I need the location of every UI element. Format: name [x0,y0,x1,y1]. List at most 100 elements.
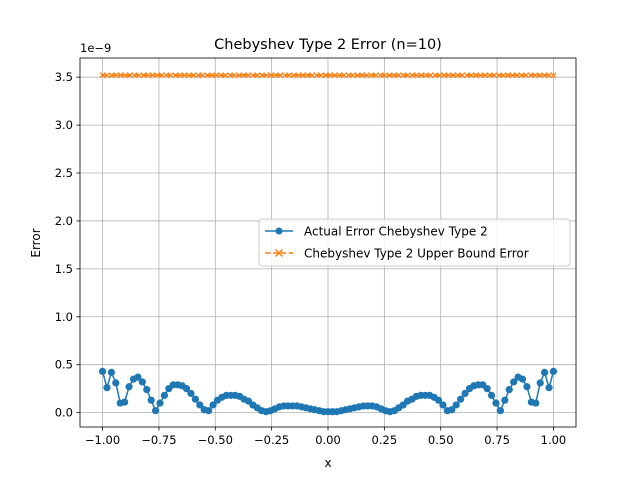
data-point-upper-bound [345,72,352,79]
data-point-upper-bound [195,72,202,79]
x-tick-label: 0.50 [428,433,454,447]
data-point-actual-error [196,401,204,409]
data-point-actual-error [510,378,518,386]
data-point-upper-bound [117,72,124,79]
data-point-upper-bound [413,72,420,79]
data-point-upper-bound [299,72,306,79]
data-point-upper-bound [541,72,548,79]
x-tick-label: −0.50 [198,433,233,447]
data-point-upper-bound [331,72,338,79]
legend-label-actual: Actual Error Chebyshev Type 2 [304,225,488,239]
data-point-actual-error [532,399,540,407]
y-tick-label: 0.5 [55,358,73,372]
data-point-upper-bound [158,72,165,79]
data-point-upper-bound [327,72,334,79]
data-point-upper-bound [536,72,543,79]
data-point-upper-bound [254,72,261,79]
data-point-upper-bound [217,72,224,79]
data-point-actual-error [492,399,500,407]
data-point-upper-bound [277,72,284,79]
data-point-upper-bound [395,72,402,79]
data-point-upper-bound [463,72,470,79]
data-point-upper-bound [204,72,211,79]
data-point-actual-error [160,391,169,399]
data-point-upper-bound [213,72,220,79]
data-point-upper-bound [386,72,393,79]
data-point-upper-bound [350,72,357,79]
data-point-upper-bound [181,72,188,79]
data-point-upper-bound [140,72,147,79]
data-point-upper-bound [491,72,498,79]
data-point-actual-error [448,406,456,414]
data-point-upper-bound [245,72,252,79]
data-point-actual-error [151,407,160,415]
data-point-upper-bound [108,72,115,79]
data-point-upper-bound [445,72,452,79]
data-point-upper-bound [322,72,329,79]
data-point-actual-error [187,389,195,398]
data-point-upper-bound [313,72,320,79]
data-point-upper-bound [240,72,247,79]
data-point-upper-bound [336,72,343,79]
data-point-upper-bound [176,72,183,79]
series-layer [98,72,558,416]
y-tick-label: 1.5 [55,262,73,276]
data-point-upper-bound [154,72,161,79]
data-point-upper-bound [186,72,193,79]
data-point-upper-bound [400,72,407,79]
data-point-actual-error [501,396,509,404]
data-point-upper-bound [304,72,311,79]
chart-title: Chebyshev Type 2 Error (n=10) [214,37,442,53]
data-point-upper-bound [545,72,552,79]
data-point-actual-error [134,373,142,381]
y-tick-label: 3.5 [55,70,73,84]
data-point-upper-bound [513,72,521,79]
y-tick-label: 1.0 [55,310,73,324]
x-tick-label: 0.00 [315,433,341,447]
data-point-upper-bound [381,72,388,79]
data-point-actual-error [541,368,549,376]
legend-marker-bound [274,248,284,258]
y-tick-label: 2.0 [55,214,73,228]
data-point-upper-bound [99,72,106,79]
data-point-actual-error [98,367,107,376]
tick-layer: −1.00 −0.75 −0.50 −0.25 0.00 0.25 0.50 0.75 1.00… [55,70,567,447]
data-point-upper-bound [409,72,416,79]
data-point-actual-error [143,386,151,394]
data-point-upper-bound [135,72,143,79]
data-point-upper-bound [372,72,379,79]
data-point-actual-error [209,401,217,409]
data-point-upper-bound [163,72,170,79]
data-point-actual-error [461,389,469,398]
data-point-actual-error [518,375,527,383]
data-point-upper-bound [104,72,111,79]
x-tick-label: −1.00 [85,433,120,447]
data-point-upper-bound [149,72,156,79]
data-point-upper-bound [236,72,243,79]
data-point-upper-bound [199,72,206,79]
data-point-upper-bound [131,72,138,79]
data-point-upper-bound [258,72,265,79]
data-point-actual-error [107,368,115,376]
data-point-upper-bound [441,72,448,79]
x-tick-label: 0.75 [484,433,510,447]
data-point-upper-bound [295,72,302,79]
data-point-upper-bound [509,72,516,79]
x-tick-label: 0.25 [372,433,398,447]
data-point-actual-error [182,385,191,393]
data-point-upper-bound [477,72,484,79]
data-point-actual-error [156,399,164,407]
data-point-upper-bound [363,72,370,79]
data-point-actual-error [549,367,558,376]
data-point-upper-bound [422,72,429,79]
data-point-actual-error [138,378,146,386]
x-tick-label: 1.00 [541,433,567,447]
data-point-upper-bound [486,72,493,79]
data-point-upper-bound [318,72,325,79]
x-axis-label: x [324,456,331,470]
data-point-upper-bound [190,72,197,79]
data-point-upper-bound [427,72,434,79]
data-point-upper-bound [550,72,557,79]
